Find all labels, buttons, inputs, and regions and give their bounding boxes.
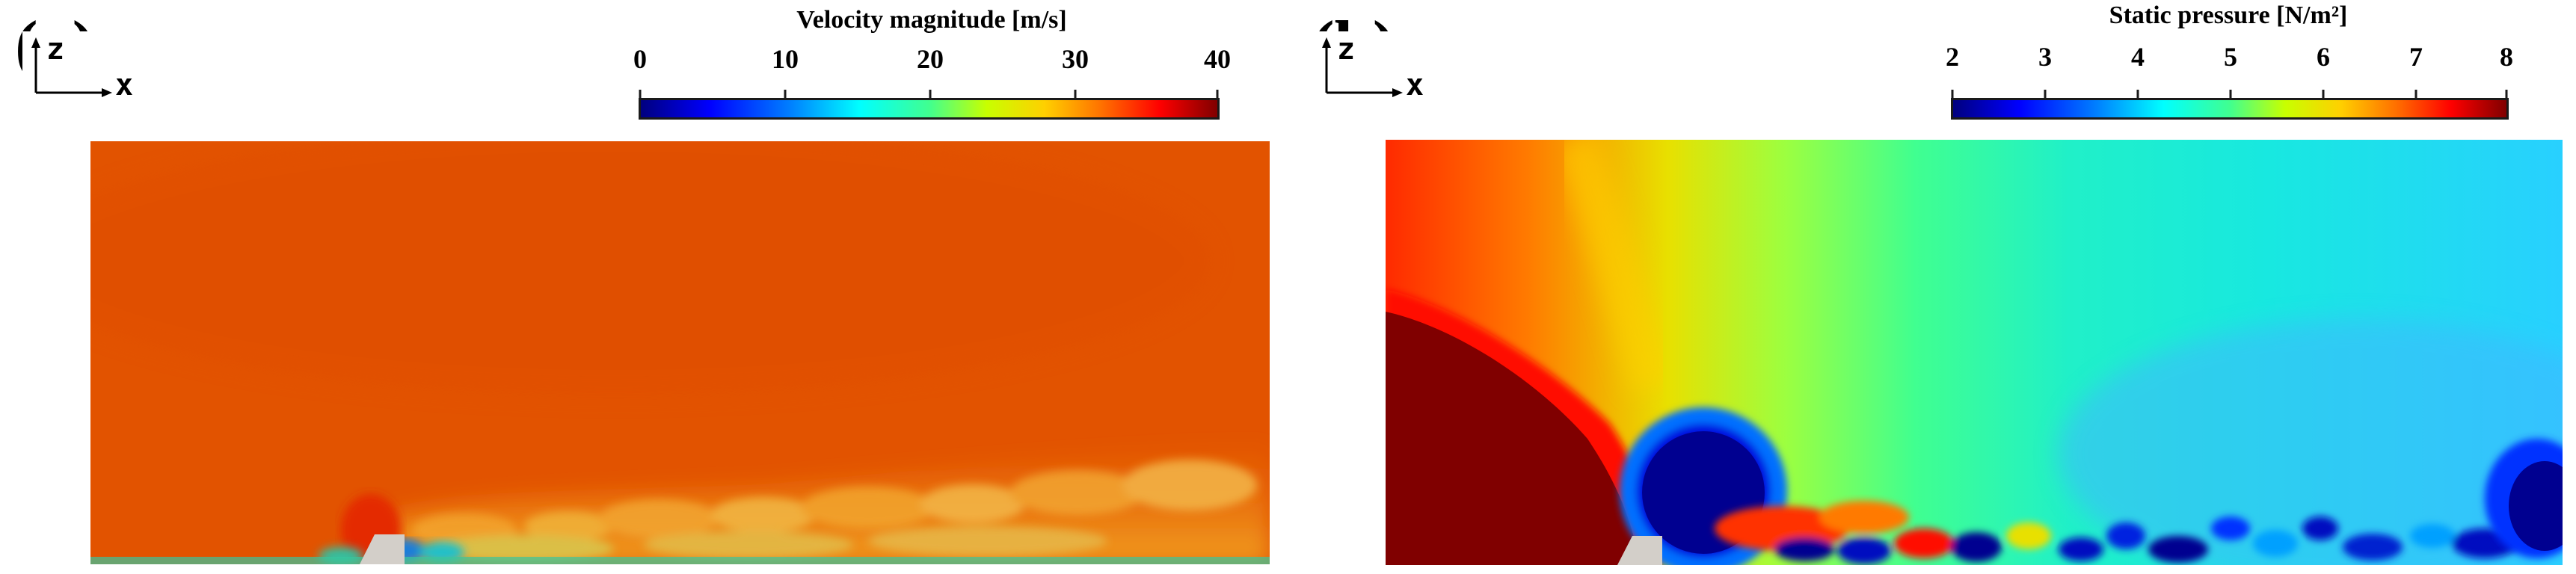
velocity-colorbar-tickmark [639,90,642,99]
velocity-colorbar-tickmark [1216,90,1219,99]
velocity-colorbar-tickmark [929,90,932,99]
velocity-colorbar-tick: 30 [1062,44,1089,74]
velocity-contour-svg [90,141,1270,564]
obstacle-hill [360,534,405,564]
pressure-colorbar-tickmark [2322,90,2325,99]
velocity-colorbar-tickmark [784,90,787,99]
axis-indicator: z x [1313,31,1440,106]
pressure-colorbar-tickmark [2414,90,2417,99]
pressure-colorbar-tickmark [2505,90,2508,99]
axis-z-label: z [1337,32,1356,67]
pressure-colorbar-tickmark [1951,90,1954,99]
pressure-colorbar-tick: 2 [1946,42,1959,72]
axis-x-label: x [115,68,134,102]
axis-x-label: x [1406,68,1424,102]
pressure-colorbar-tick: 4 [2131,42,2145,72]
velocity-colorbar-tick: 10 [772,44,799,74]
pressure-colorbar-tickmark [2136,90,2139,99]
pressure-colorbar-tick: 3 [2038,42,2052,72]
velocity-contour-field [90,141,1270,564]
panel-pressure: (b) Static pressure [N/m²] 2 3 4 5 6 7 8 [1288,0,2575,574]
obstacle-hill [1617,536,1662,565]
velocity-colorbar-tickmark [1074,90,1077,99]
velocity-colorbar-tick: 40 [1204,44,1231,74]
pressure-contour-svg [1386,140,2563,565]
pressure-colorbar-tick: 8 [2500,42,2513,72]
pressure-colorbar-title: Static pressure [N/m²] [2109,1,2348,29]
velocity-colorbar [639,98,1220,120]
pressure-contour-field [1386,140,2563,565]
velocity-colorbar-tick: 0 [633,44,647,74]
panel-velocity: (a) Velocity magnitude [m/s] 0 10 20 30 … [15,6,1270,564]
axis-z-label: z [46,32,65,67]
velocity-colorbar-tick: 20 [917,44,944,74]
pressure-colorbar-tick: 5 [2224,42,2237,72]
pressure-colorbar-tickmark [2044,90,2047,99]
axis-indicator: z x [22,31,150,106]
pressure-colorbar-tick: 7 [2409,42,2423,72]
velocity-colorbar-title: Velocity magnitude [m/s] [796,6,1067,34]
pressure-colorbar [1951,98,2509,120]
pressure-colorbar-tickmark [2229,90,2232,99]
pressure-colorbar-tick: 6 [2317,42,2330,72]
